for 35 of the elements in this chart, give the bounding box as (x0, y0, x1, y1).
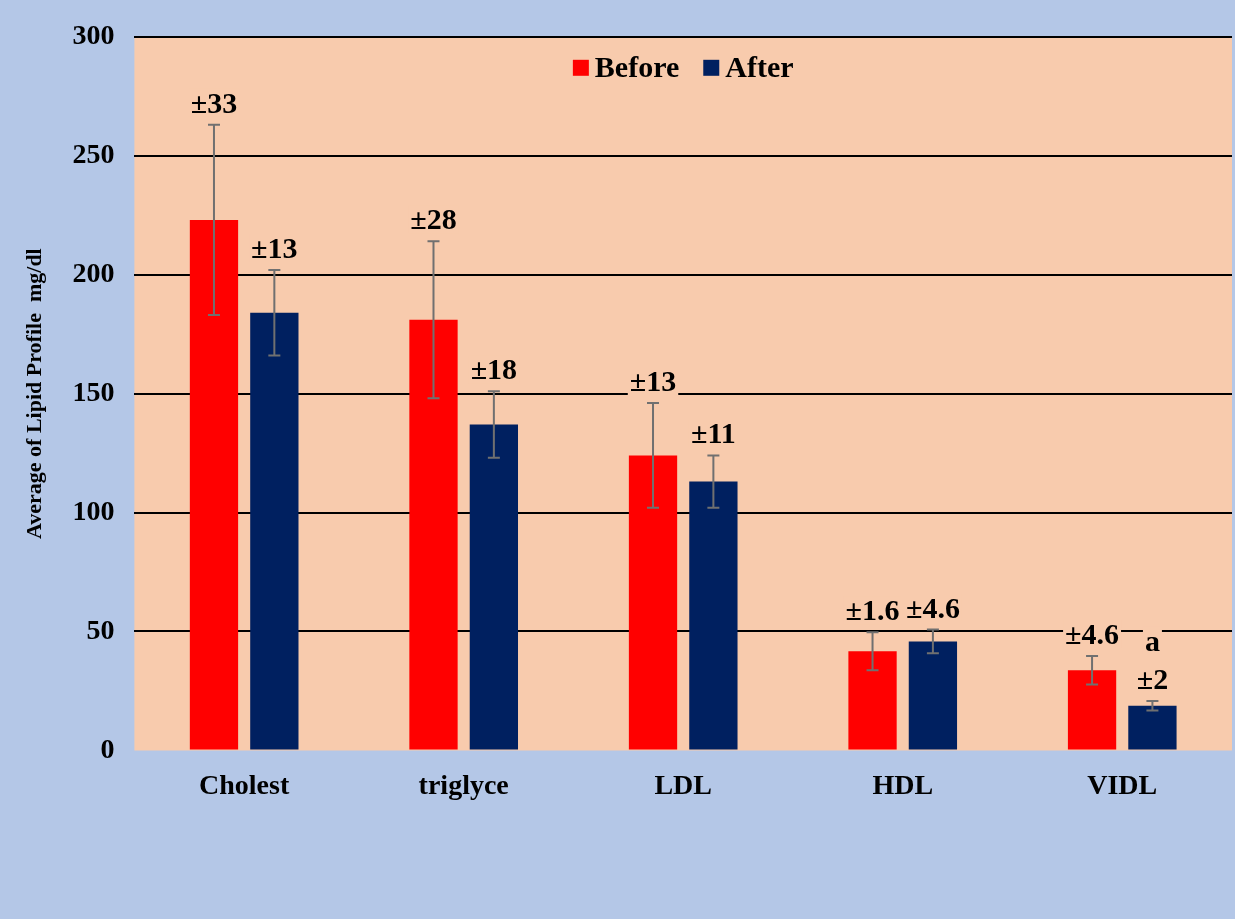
bar (628, 455, 678, 750)
annotation: ±13 (629, 364, 677, 398)
legend-label: After (725, 49, 794, 83)
bar (189, 219, 239, 750)
annotation: ±13 (251, 230, 298, 264)
x-tick-label: Cholest (199, 769, 290, 801)
annotation: ±18 (470, 352, 518, 386)
y-tick-label: 150 (72, 375, 115, 407)
bar (848, 651, 897, 750)
annotation: ±28 (410, 202, 457, 236)
y-tick-label: 250 (72, 137, 115, 169)
bar (409, 319, 458, 750)
y-tick-label: 200 (72, 256, 115, 288)
bar (250, 312, 299, 750)
bar (469, 424, 519, 750)
x-tick-label: HDL (872, 769, 934, 801)
annotation: ±4.6 (1065, 616, 1120, 650)
annotation: a ±2 (1136, 623, 1169, 695)
bar (1128, 705, 1177, 750)
y-tick-label: 300 (72, 19, 115, 51)
x-tick-label: LDL (654, 769, 712, 801)
x-tick-label: VIDL (1087, 769, 1158, 801)
annotation: ±4.6 (905, 590, 960, 624)
bar (689, 481, 738, 750)
annotation: ±11 (690, 416, 736, 450)
x-tick-label: triglyce (418, 769, 509, 801)
legend-label: Before (594, 49, 680, 83)
bar (1067, 670, 1117, 750)
y-tick-label: 50 (86, 613, 115, 645)
y-axis-title: Average of Lipid Profile mg/dl (20, 248, 46, 539)
annotation: ±1.6 (845, 593, 900, 627)
y-tick-label: 100 (72, 494, 115, 526)
annotation: ±33 (190, 85, 238, 119)
y-tick-label: 0 (100, 732, 115, 764)
bar (908, 641, 958, 750)
